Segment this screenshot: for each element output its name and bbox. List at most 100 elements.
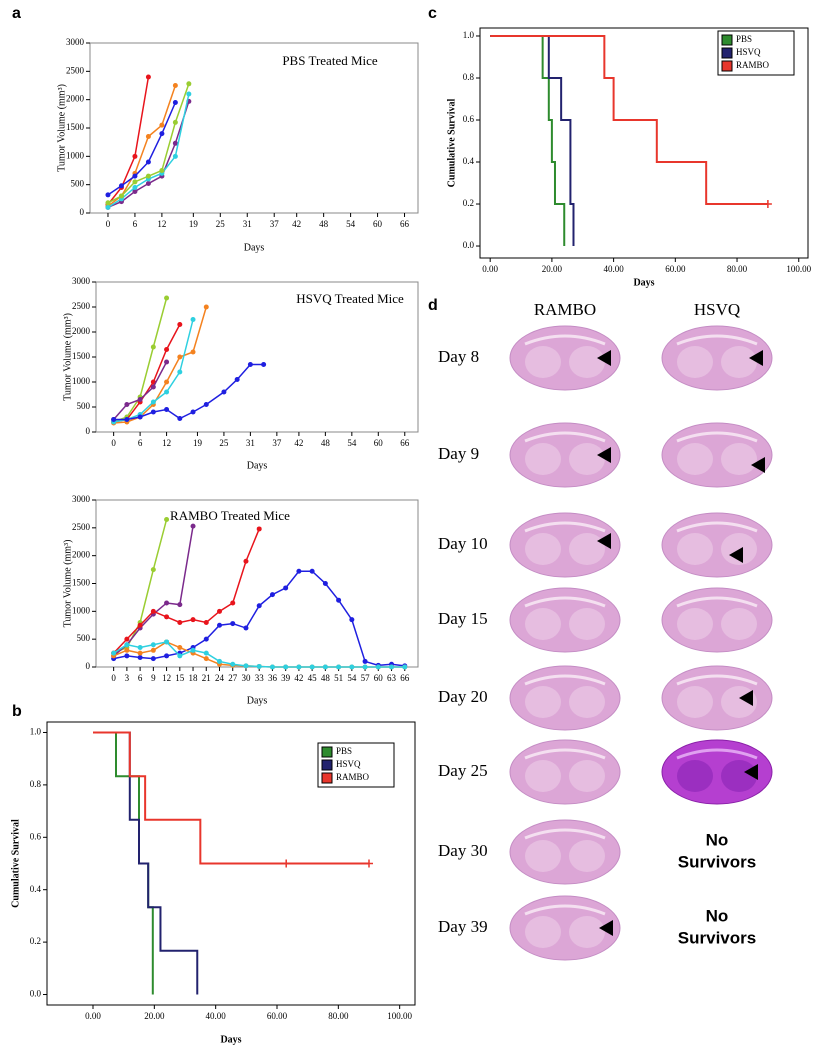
- censor-mark: [365, 859, 373, 868]
- arrowhead: [599, 920, 613, 936]
- y-tick-label: 500: [77, 633, 91, 643]
- data-point: [124, 653, 130, 659]
- hemisphere: [677, 443, 713, 475]
- x-tick-label: 42: [292, 219, 301, 229]
- x-axis-label: Days: [633, 277, 654, 288]
- y-tick-label: 0.2: [463, 198, 474, 208]
- data-point: [164, 600, 170, 606]
- y-tick-label: 500: [71, 179, 85, 189]
- plot-frame: [46, 721, 416, 1006]
- y-tick-label: 0.4: [463, 156, 475, 166]
- row-label: Day 30: [438, 841, 488, 860]
- hemisphere: [677, 760, 713, 792]
- x-axis-label: Days: [247, 460, 268, 471]
- data-point: [217, 658, 223, 664]
- data-point: [283, 585, 289, 591]
- x-tick-label: 36: [268, 673, 278, 683]
- y-tick-label: 0.0: [463, 240, 475, 250]
- legend-label: HSVQ: [736, 47, 761, 57]
- data-point: [177, 602, 183, 608]
- legend-swatch: [321, 746, 333, 758]
- data-point: [164, 614, 170, 620]
- data-point: [164, 407, 170, 412]
- censor-mark: [282, 859, 291, 868]
- survival-curve: [93, 731, 199, 995]
- data-point: [105, 204, 111, 210]
- y-axis-label: Cumulative Survival: [10, 819, 21, 908]
- data-point: [164, 389, 170, 395]
- hemisphere: [569, 608, 605, 640]
- series-line: [113, 641, 405, 668]
- data-point: [137, 650, 143, 656]
- hemisphere: [721, 760, 757, 792]
- x-tick-label: 60.00: [267, 1011, 288, 1021]
- y-tick-label: 1.0: [30, 727, 42, 737]
- data-point: [164, 379, 170, 385]
- x-tick-label: 24: [215, 673, 225, 683]
- cortex-line: [676, 748, 758, 760]
- y-tick-label: 2000: [72, 326, 91, 336]
- hemisphere: [677, 346, 713, 378]
- data-point: [132, 188, 138, 194]
- x-tick-label: 66: [400, 438, 410, 448]
- cortex-line: [524, 828, 606, 840]
- y-tick-label: 3000: [72, 276, 91, 286]
- row-label: Day 15: [438, 609, 488, 628]
- data-point: [145, 181, 151, 187]
- data-point: [190, 523, 196, 529]
- legend-label: PBS: [736, 34, 752, 44]
- cortex-line: [676, 334, 758, 346]
- x-tick-label: 37: [270, 219, 280, 229]
- x-tick-label: 60: [373, 219, 383, 229]
- data-point: [177, 619, 183, 625]
- hemisphere: [525, 840, 561, 872]
- data-point: [150, 384, 156, 390]
- hemisphere: [677, 533, 713, 565]
- row-label: Day 9: [438, 444, 479, 463]
- data-point: [243, 625, 249, 631]
- y-tick-label: 500: [77, 401, 91, 411]
- data-point: [111, 650, 117, 656]
- y-tick-label: 3000: [66, 37, 85, 47]
- data-point: [349, 617, 355, 623]
- data-point: [137, 645, 143, 651]
- data-point: [203, 656, 209, 662]
- data-point: [269, 664, 275, 670]
- data-point: [283, 664, 289, 670]
- data-point: [221, 389, 227, 395]
- y-tick-label: 0: [86, 661, 91, 671]
- data-point: [247, 362, 253, 367]
- data-point: [336, 597, 342, 603]
- data-point: [145, 159, 151, 165]
- legend-label: RAMBO: [336, 772, 370, 782]
- y-tick-label: 0.8: [463, 72, 475, 82]
- data-point: [186, 91, 192, 97]
- x-tick-label: 0: [111, 673, 116, 683]
- x-tick-label: 3: [125, 673, 130, 683]
- data-point: [203, 304, 209, 310]
- cortex-line: [524, 748, 606, 760]
- arrowhead: [744, 764, 758, 780]
- cortex-line: [676, 521, 758, 533]
- hemisphere: [569, 916, 605, 948]
- data-point: [159, 131, 165, 137]
- data-point: [105, 200, 111, 206]
- y-tick-label: 1000: [72, 376, 91, 386]
- legend-box: [317, 742, 395, 788]
- data-point: [164, 516, 170, 522]
- x-tick-label: 31: [243, 219, 252, 229]
- x-tick-label: 21: [202, 673, 211, 683]
- x-tick-label: 54: [347, 673, 357, 683]
- data-point: [172, 153, 178, 159]
- legend-swatch: [321, 772, 333, 784]
- hemisphere: [525, 346, 561, 378]
- x-tick-label: 42: [294, 438, 303, 448]
- chart-title: HSVQ Treated Mice: [296, 291, 404, 306]
- x-tick-label: 19: [193, 438, 203, 448]
- x-tick-label: 37: [272, 438, 282, 448]
- data-point: [234, 377, 240, 382]
- data-point: [172, 83, 178, 88]
- x-tick-label: 48: [321, 673, 331, 683]
- chart-title: RAMBO Treated Mice: [170, 508, 290, 523]
- survival-curve: [490, 34, 768, 206]
